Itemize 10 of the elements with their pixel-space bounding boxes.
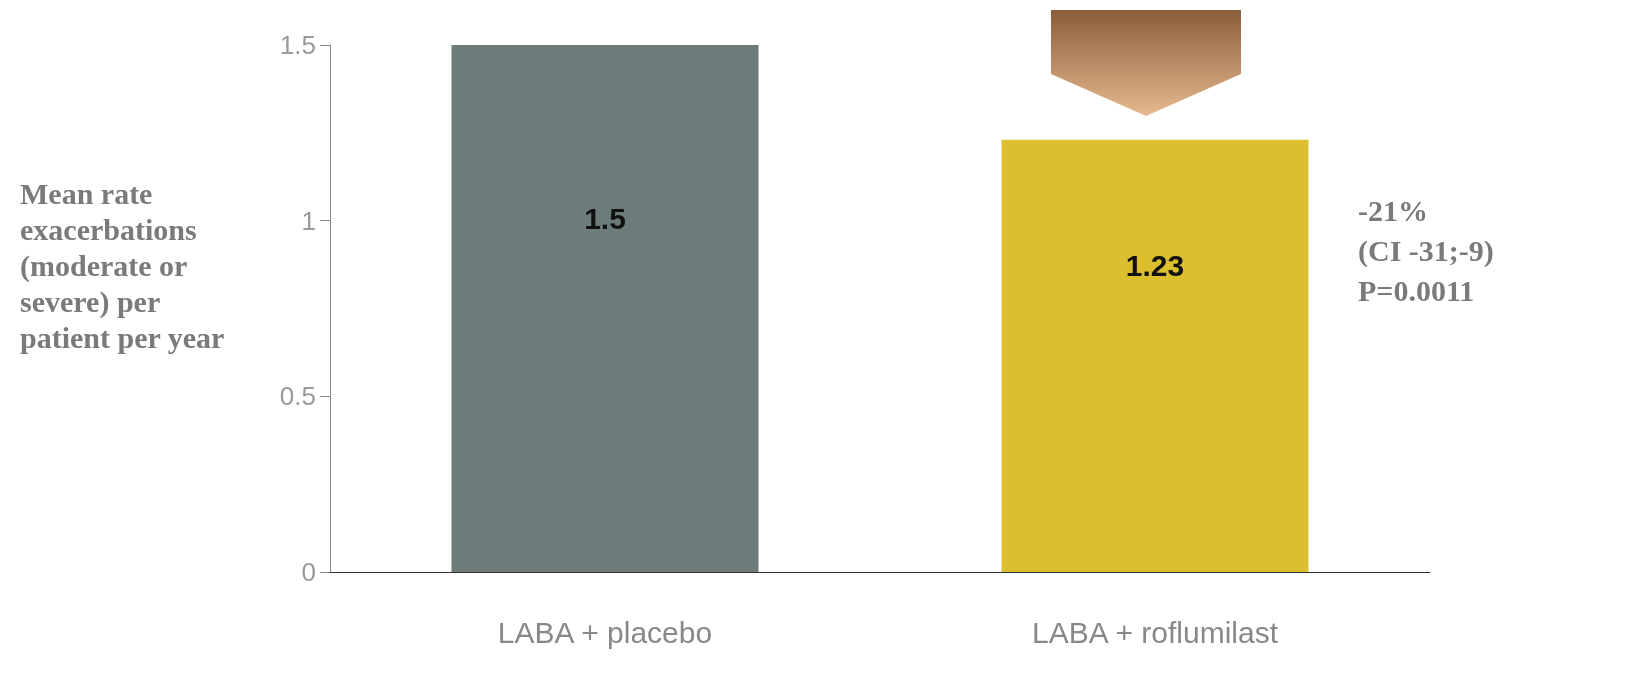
- data-label: 1.23: [1125, 249, 1185, 283]
- y-tick-label: 1: [301, 205, 316, 236]
- y-tick-label: 0: [301, 557, 316, 587]
- y-tick-label: 0.5: [279, 381, 316, 412]
- y-tick-label: 1.5: [279, 30, 316, 60]
- y-axis-title: Mean rate exacerbations (moderate or severe) per patient per year: [20, 176, 225, 354]
- x-tick-label: LABA + placebo: [497, 615, 713, 649]
- annotation: -21% (CI -31;-9) P=0.0011: [1358, 193, 1494, 307]
- data-label: 1.5: [584, 202, 626, 235]
- x-tick-label: LABA + roflumilast: [1032, 615, 1279, 649]
